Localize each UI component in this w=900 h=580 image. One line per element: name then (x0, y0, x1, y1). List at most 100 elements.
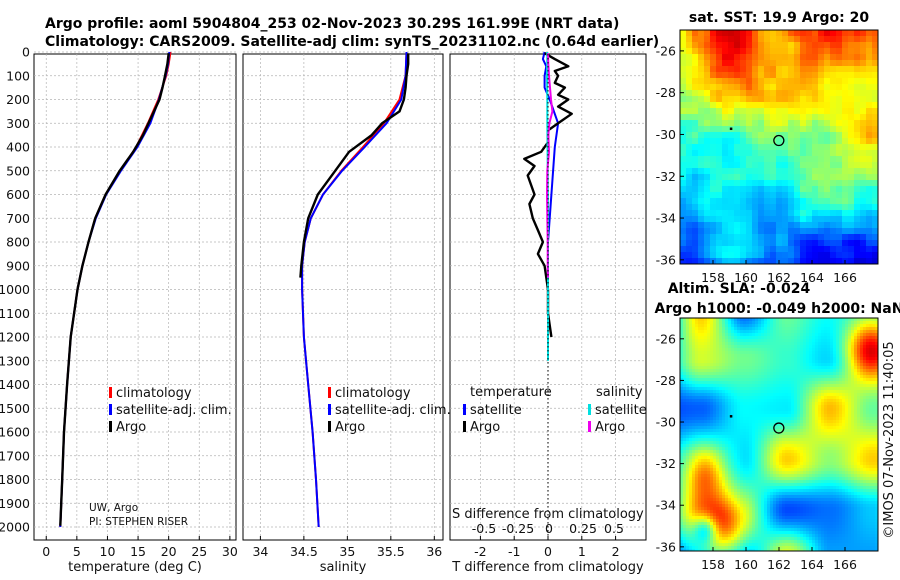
difference-profile-temperature-argo-line (523, 52, 573, 338)
depth-tick-label: 500 (6, 163, 30, 178)
sla-map-lat-label: -32 (656, 456, 676, 471)
depth-tick-label: 1700 (0, 448, 30, 463)
depth-tick-label: 1800 (0, 472, 30, 487)
salinity-diff-tick-label: 0.25 (569, 521, 597, 536)
sla-map-title-line1: Altim. SLA: -0.024 (668, 281, 811, 297)
legend-swatch-climatology (109, 387, 112, 398)
legend-label-diff-1: Argo (470, 420, 500, 435)
sst-map-lon-label: 160 (734, 270, 758, 285)
sla-map-lat-label: -30 (656, 415, 676, 430)
sla-map-lon-label: 160 (734, 557, 758, 572)
legend-label-argo: Argo (335, 420, 365, 435)
depth-tick-label: 600 (6, 187, 30, 202)
sst-map-lat-label: -30 (656, 127, 676, 142)
principal-investigator: PI: STEPHEN RISER (89, 516, 188, 528)
sst-map-lon-label: 166 (833, 270, 857, 285)
sla-map-lon-label: 158 (701, 557, 725, 572)
depth-tick-label: 700 (6, 211, 30, 226)
difference-profile-xtick-label: 1 (578, 544, 586, 559)
depth-tick-label: 1100 (0, 306, 30, 321)
temperature-profile-xtick-label: 0 (42, 544, 50, 559)
sst-map-lat-label: -28 (656, 85, 676, 100)
temperature-profile-xtick-label: 25 (191, 544, 207, 559)
temperature-panel: 0100200300400500600700800900100011001200… (0, 45, 238, 576)
depth-tick-label: 1600 (0, 425, 30, 440)
salinity-profile-xtick-label: 35 (339, 544, 355, 559)
legend-label-argo: Argo (116, 420, 146, 435)
legend-label-climatology: climatology (335, 386, 411, 401)
legend-label-satellite-adj-clim: satellite-adj. clim. (335, 403, 451, 418)
temperature-profile-argo-line (59, 53, 170, 526)
depth-tick-label: 0 (22, 45, 30, 60)
temperature-profile-frame (33, 53, 237, 541)
sla-map-title-line2: Argo h1000: -0.049 h2000: NaN (655, 301, 900, 317)
temperature-profile-xtick-label: 20 (161, 544, 177, 559)
salinity-diff-tick-label: -0.25 (502, 521, 534, 536)
temperature-profile-xtick-label: 15 (130, 544, 146, 559)
legend-header-temperature: temperature (470, 385, 552, 400)
difference-profile-xtick-label: 2 (612, 544, 620, 559)
sla-map-lat-label: -26 (656, 331, 676, 346)
legend-swatch-satellite-adj-clim (109, 404, 112, 415)
salinity-profile-argo-line (299, 53, 410, 278)
legend-swatch-diff-2 (588, 404, 591, 415)
legend-swatch-diff-3 (588, 421, 591, 432)
salinity-profile-frame (242, 53, 444, 541)
credit-timestamp: ©IMOS 07-Nov-2023 11:40:05 (882, 341, 897, 538)
legend-swatch-diff-1 (463, 421, 466, 432)
salinity-diff-tick-label: 0 (545, 521, 553, 536)
sst-map-lat-label: -34 (656, 211, 676, 226)
sla-map-lat-label: -34 (656, 498, 676, 513)
data-provider: UW, Argo (89, 502, 138, 514)
sst-map-title: sat. SST: 19.9 Argo: 20 (689, 10, 869, 26)
temperature-profile-xtick-label: 10 (100, 544, 116, 559)
depth-tick-label: 1900 (0, 496, 30, 511)
depth-tick-label: 200 (6, 92, 30, 107)
sst-map-float-track-dot (729, 127, 733, 131)
sla-map-panel: 158 160 162 164 166 -26 -28 -30 -32 -34 -36 (656, 317, 879, 572)
salinity-diff-tick-label: -0.5 (472, 521, 496, 536)
sst-map-argo-marker (773, 134, 785, 147)
difference-profile-xlabel: T difference from climatology (451, 560, 644, 575)
sla-map-lat-label: -36 (656, 539, 676, 554)
depth-tick-label: 1400 (0, 377, 30, 392)
sla-map-lon-label: 166 (833, 557, 857, 572)
depth-tick-label: 1000 (0, 282, 30, 297)
depth-tick-label: 1500 (0, 401, 30, 416)
depth-tick-label: 300 (6, 116, 30, 131)
sla-map-lon-label: 164 (800, 557, 824, 572)
depth-tick-label: 2000 (0, 520, 30, 535)
depth-tick-label: 100 (6, 68, 30, 83)
salinity-diff-tick-label: 0.5 (604, 521, 624, 536)
sla-map-lat-label: -28 (656, 373, 676, 388)
legend-swatch-satellite-adj-clim (328, 404, 331, 415)
difference-profile-xtick-label: 0 (544, 544, 552, 559)
difference-profile-xtick-label: -1 (508, 544, 520, 559)
figure-title-line2: Climatology: CARS2009. Satellite-adj cli… (45, 34, 659, 50)
sla-map-lon-label: 162 (767, 557, 791, 572)
legend-swatch-argo (109, 421, 112, 432)
sst-map-lat-label: -26 (656, 43, 676, 58)
legend-swatch-diff-0 (463, 404, 466, 415)
figure-title-line1: Argo profile: aoml 5904804_253 02-Nov-20… (45, 16, 619, 32)
sst-map-grid-cells (680, 30, 879, 265)
depth-tick-label: 800 (6, 235, 30, 250)
salinity-profile-xlabel: salinity (320, 560, 367, 575)
salinity-profile-xtick-label: 36 (426, 544, 442, 559)
temperature-profile-xlabel: temperature (deg C) (68, 560, 202, 575)
legend-swatch-argo (328, 421, 331, 432)
legend-swatch-climatology (328, 387, 331, 398)
legend-label-diff-2: satellite (595, 403, 647, 418)
difference-profile-xtick-label: -2 (474, 544, 486, 559)
temperature-profile-xtick-label: 5 (73, 544, 81, 559)
sla-map-argo-marker (773, 422, 785, 434)
legend-label-satellite-adj-clim: satellite-adj. clim. (116, 403, 232, 418)
salinity-profile-satellite-adj-clim-line (301, 51, 408, 528)
sst-map-lon-label: 158 (701, 270, 725, 285)
salinity-panel: 34 34.5 35 35.5 36 salinity climatology satelli… (242, 51, 451, 575)
depth-tick-label: 900 (6, 258, 30, 273)
salinity-difference-label: S difference from climatology (452, 507, 644, 522)
sst-map-lon-label: 164 (800, 270, 824, 285)
depth-tick-label: 1300 (0, 353, 30, 368)
depth-tick-label: 400 (6, 140, 30, 155)
